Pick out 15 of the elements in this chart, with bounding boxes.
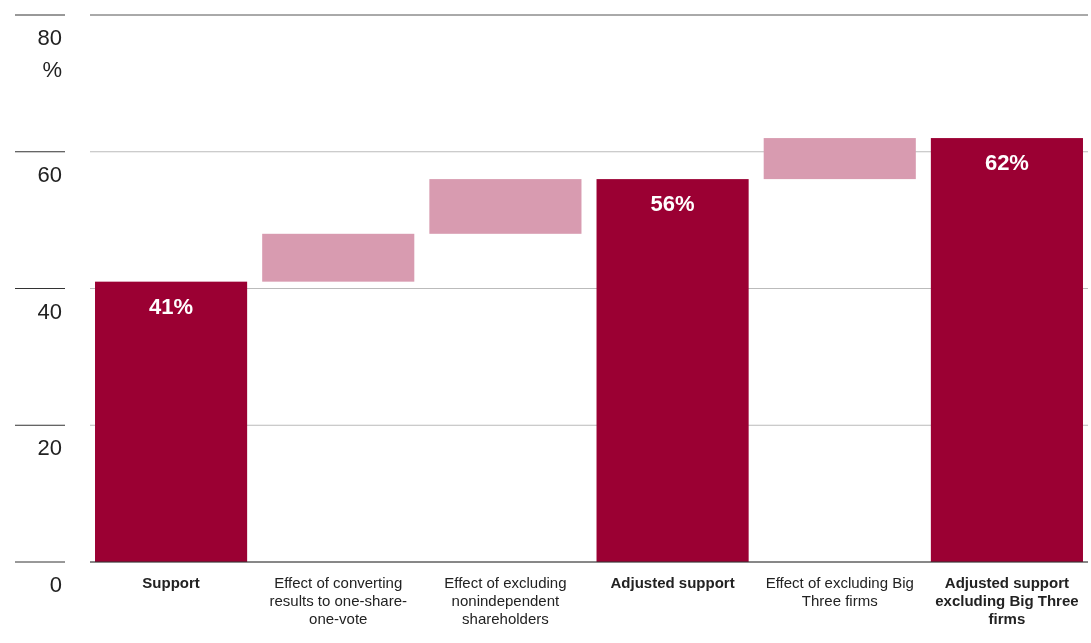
y-tick-label: 60: [37, 161, 62, 187]
x-tick-label: Adjusted support excluding Big Three firms: [935, 574, 1079, 627]
x-tick-label: Effect of excluding nonindependent shareholders: [444, 574, 567, 627]
y-tick-label: 20: [37, 435, 62, 461]
y-tick-label: 80: [37, 25, 62, 50]
data-label: 56%: [650, 191, 695, 217]
x-tick-label: Adjusted support: [610, 574, 735, 591]
x-tick-label: Effect of excluding Big Three firms: [765, 574, 914, 609]
x-tick-label: Support: [142, 574, 200, 591]
y-axis-title: %: [42, 57, 62, 82]
data-label: 41%: [149, 293, 194, 319]
y-tick-label: 0: [49, 572, 62, 597]
x-tick-label: Effect of converting results to one-share-one-vote: [269, 574, 408, 627]
data-label: 62%: [984, 150, 1029, 176]
y-tick-label: 40: [37, 298, 62, 324]
